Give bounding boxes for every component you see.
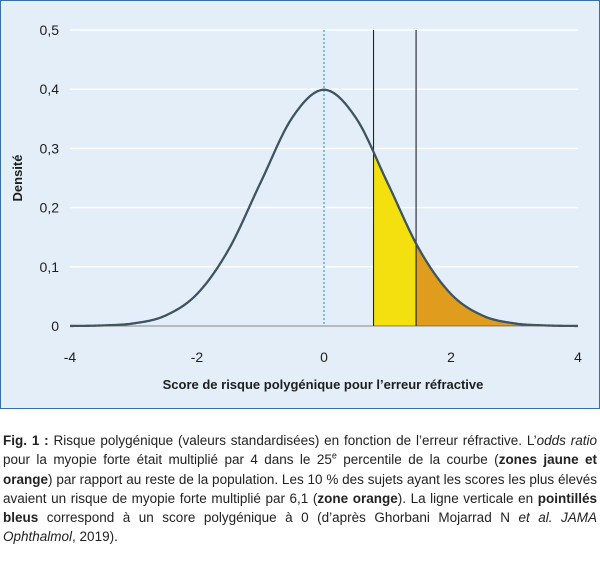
curve-layer bbox=[69, 88, 579, 328]
figure-caption: Fig. 1 : Risque polygénique (valeurs sta… bbox=[3, 431, 597, 547]
x-tick-label: 0 bbox=[320, 349, 328, 365]
caption-text: pour la myopie forte était multiplié par… bbox=[3, 452, 332, 468]
caption-text: correspond à un score polygénique à 0 (d… bbox=[38, 510, 519, 526]
y-tick-label: 0,2 bbox=[40, 200, 60, 216]
y-tick-label: 0 bbox=[51, 318, 59, 334]
x-axis-title: Score de risque polygénique pour l’erreu… bbox=[163, 377, 484, 392]
caption-italic: odds ratio bbox=[536, 433, 597, 448]
caption-bold: zones jaune et orange bbox=[3, 452, 597, 487]
caption-label: Fig. 1 : bbox=[3, 433, 49, 448]
x-tick-label: 2 bbox=[447, 349, 455, 365]
shaded-zones bbox=[373, 151, 578, 326]
y-tick-label: 0,4 bbox=[40, 81, 60, 97]
tick-labels: 0 0,1 0,2 0,3 0,4 0,5 -4 -2 0 2 4 bbox=[40, 22, 583, 365]
caption-superscript: e bbox=[331, 450, 337, 461]
caption-text bbox=[552, 510, 561, 525]
caption-italic: JAMA Ophthalmol bbox=[3, 510, 597, 545]
caption-text: ) par rapport au reste de la population.… bbox=[3, 471, 597, 506]
caption-italic: et al. bbox=[518, 510, 553, 526]
caption-text: percentile de la courbe ( bbox=[336, 452, 499, 468]
caption-text: ). La ligne verticale en bbox=[397, 490, 538, 506]
x-tick-label: -2 bbox=[191, 349, 204, 365]
x-tick-label: -4 bbox=[64, 349, 77, 365]
shaded-zone bbox=[373, 151, 417, 326]
y-tick-label: 0,1 bbox=[40, 259, 60, 275]
caption-text: Risque polygénique (valeurs standardisée… bbox=[48, 433, 537, 448]
y-tick-label: 0,3 bbox=[40, 140, 60, 156]
caption-bold: zone orange bbox=[317, 490, 398, 506]
chart-figure-panel: 0 0,1 0,2 0,3 0,4 0,5 -4 -2 0 2 4 Score de risque … bbox=[0, 0, 600, 409]
y-axis-title: Densité bbox=[10, 155, 25, 202]
shaded-zone bbox=[416, 243, 578, 326]
x-tick-label: 4 bbox=[574, 349, 582, 365]
reference-lines bbox=[323, 30, 417, 326]
caption-bold: pointillés bleus bbox=[3, 490, 597, 526]
density-curve bbox=[69, 88, 579, 328]
density-chart: 0 0,1 0,2 0,3 0,4 0,5 -4 -2 0 2 4 Score de risque … bbox=[10, 22, 583, 392]
y-tick-label: 0,5 bbox=[40, 22, 60, 38]
caption-text: , 2019). bbox=[72, 529, 118, 545]
